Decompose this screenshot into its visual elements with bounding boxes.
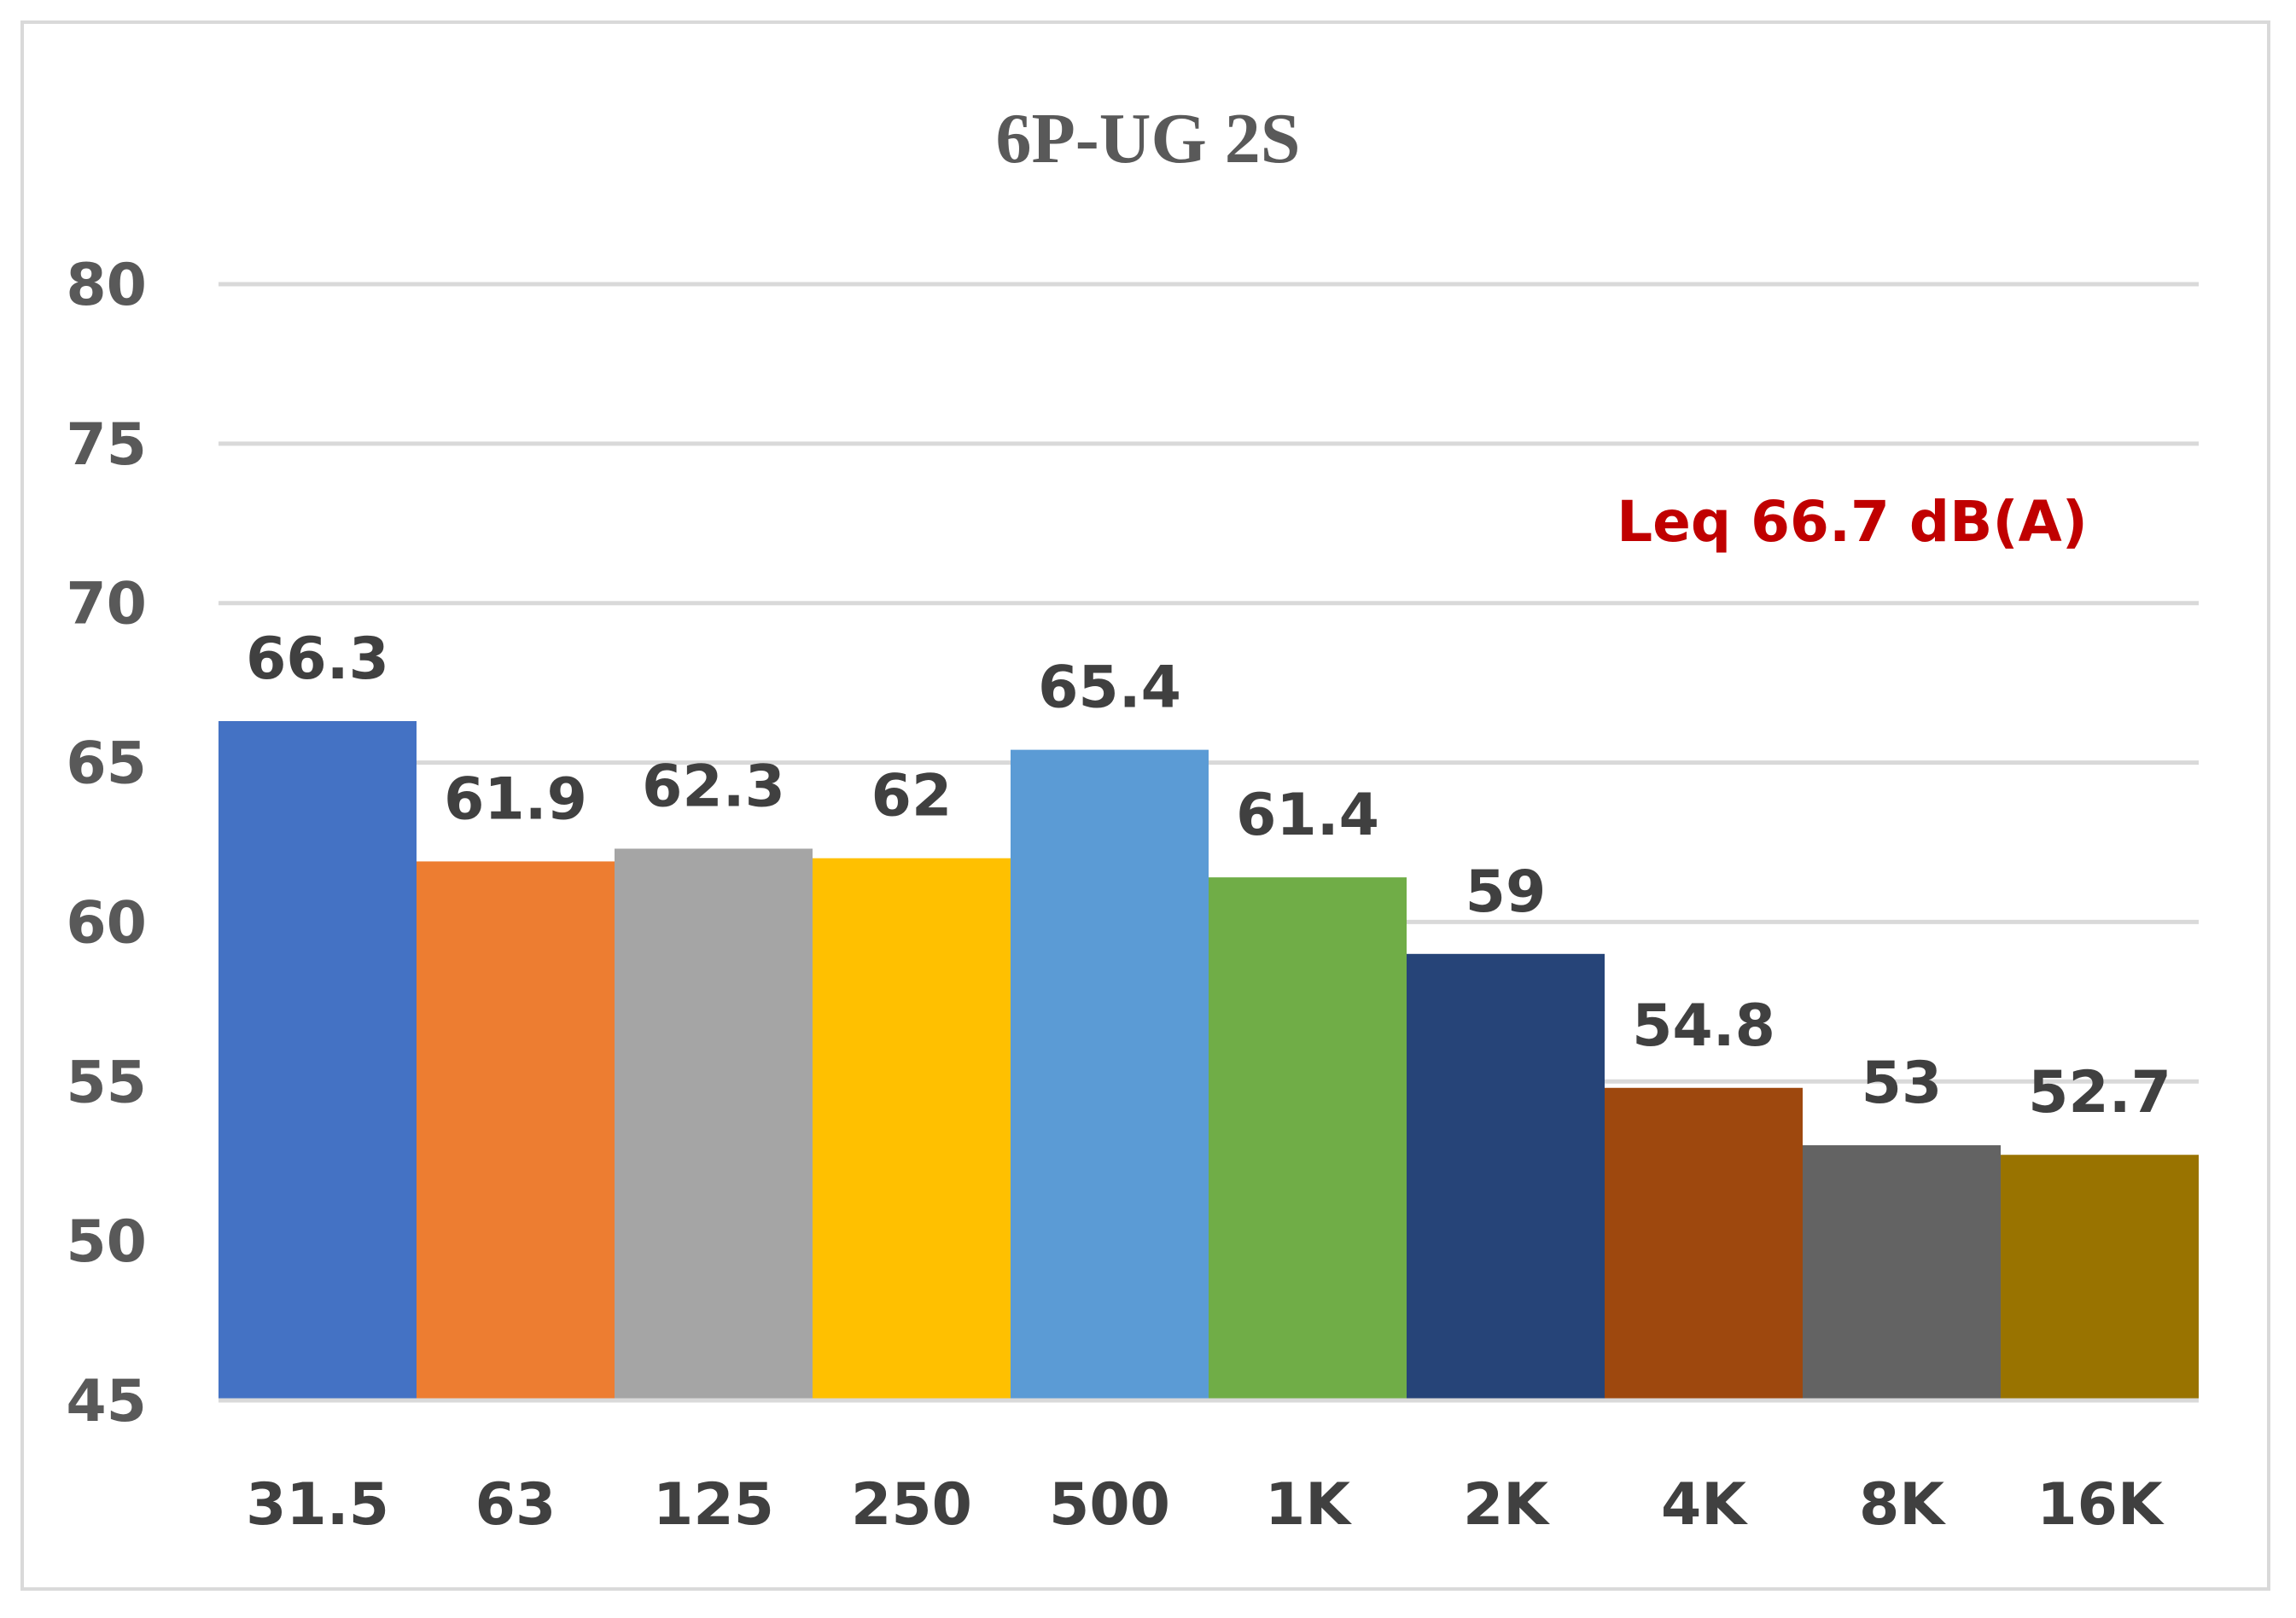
data-label: 52.7: [2028, 1059, 2171, 1126]
data-label: 53: [1862, 1050, 1943, 1117]
y-tick-label: 70: [66, 571, 147, 638]
x-tick-label: 16K: [2037, 1471, 2165, 1539]
x-tick-label: 31.5: [246, 1471, 389, 1539]
bars: [219, 720, 2199, 1400]
x-tick-label: 125: [653, 1471, 774, 1539]
data-label: 62.3: [642, 753, 785, 820]
data-label: 62: [871, 763, 953, 830]
data-label: 66.3: [246, 626, 389, 693]
bar-125: [615, 848, 813, 1400]
y-axis-ticks: 45 50 55 60 65 70 75 80: [66, 252, 147, 1435]
x-tick-label: 8K: [1859, 1471, 1946, 1539]
data-label: 54.8: [1632, 992, 1775, 1060]
y-tick-label: 80: [66, 252, 147, 319]
data-labels: 66.3 61.9 62.3 62 65.4 61.4 59 54.8 53 52.7: [246, 626, 2171, 1126]
x-tick-label: 4K: [1661, 1471, 1748, 1539]
y-tick-label: 45: [66, 1368, 147, 1435]
y-tick-label: 50: [66, 1208, 147, 1276]
leq-annotation: Leq 66.7 dB(A): [1617, 489, 2088, 555]
bar-1k: [1209, 877, 1407, 1400]
data-label: 61.9: [444, 765, 587, 833]
x-tick-label: 250: [851, 1471, 972, 1539]
x-tick-label: 2K: [1463, 1471, 1550, 1539]
x-tick-label: 63: [475, 1471, 557, 1539]
bar-63: [417, 861, 615, 1400]
bar-31-5: [219, 720, 417, 1400]
bar-8k: [1803, 1145, 2001, 1400]
x-tick-label: 500: [1049, 1471, 1170, 1539]
bar-16k: [2001, 1155, 2199, 1400]
y-tick-label: 60: [66, 889, 147, 957]
x-axis-ticks: 31.5 63 125 250 500 1K 2K 4K 8K 16K: [219, 1398, 2199, 1539]
y-tick-label: 65: [66, 730, 147, 798]
bar-2k: [1407, 953, 1605, 1400]
data-label: 65.4: [1038, 655, 1181, 722]
bar-250: [813, 858, 1011, 1400]
data-label: 61.4: [1236, 782, 1379, 849]
bar-500: [1011, 749, 1209, 1400]
bar-4k: [1605, 1087, 1803, 1400]
x-tick-label: 1K: [1265, 1471, 1352, 1539]
data-label: 59: [1466, 858, 1547, 926]
y-tick-label: 75: [66, 411, 147, 479]
y-tick-label: 55: [66, 1049, 147, 1116]
chart-title: 6P-UG 2S: [996, 99, 1301, 178]
